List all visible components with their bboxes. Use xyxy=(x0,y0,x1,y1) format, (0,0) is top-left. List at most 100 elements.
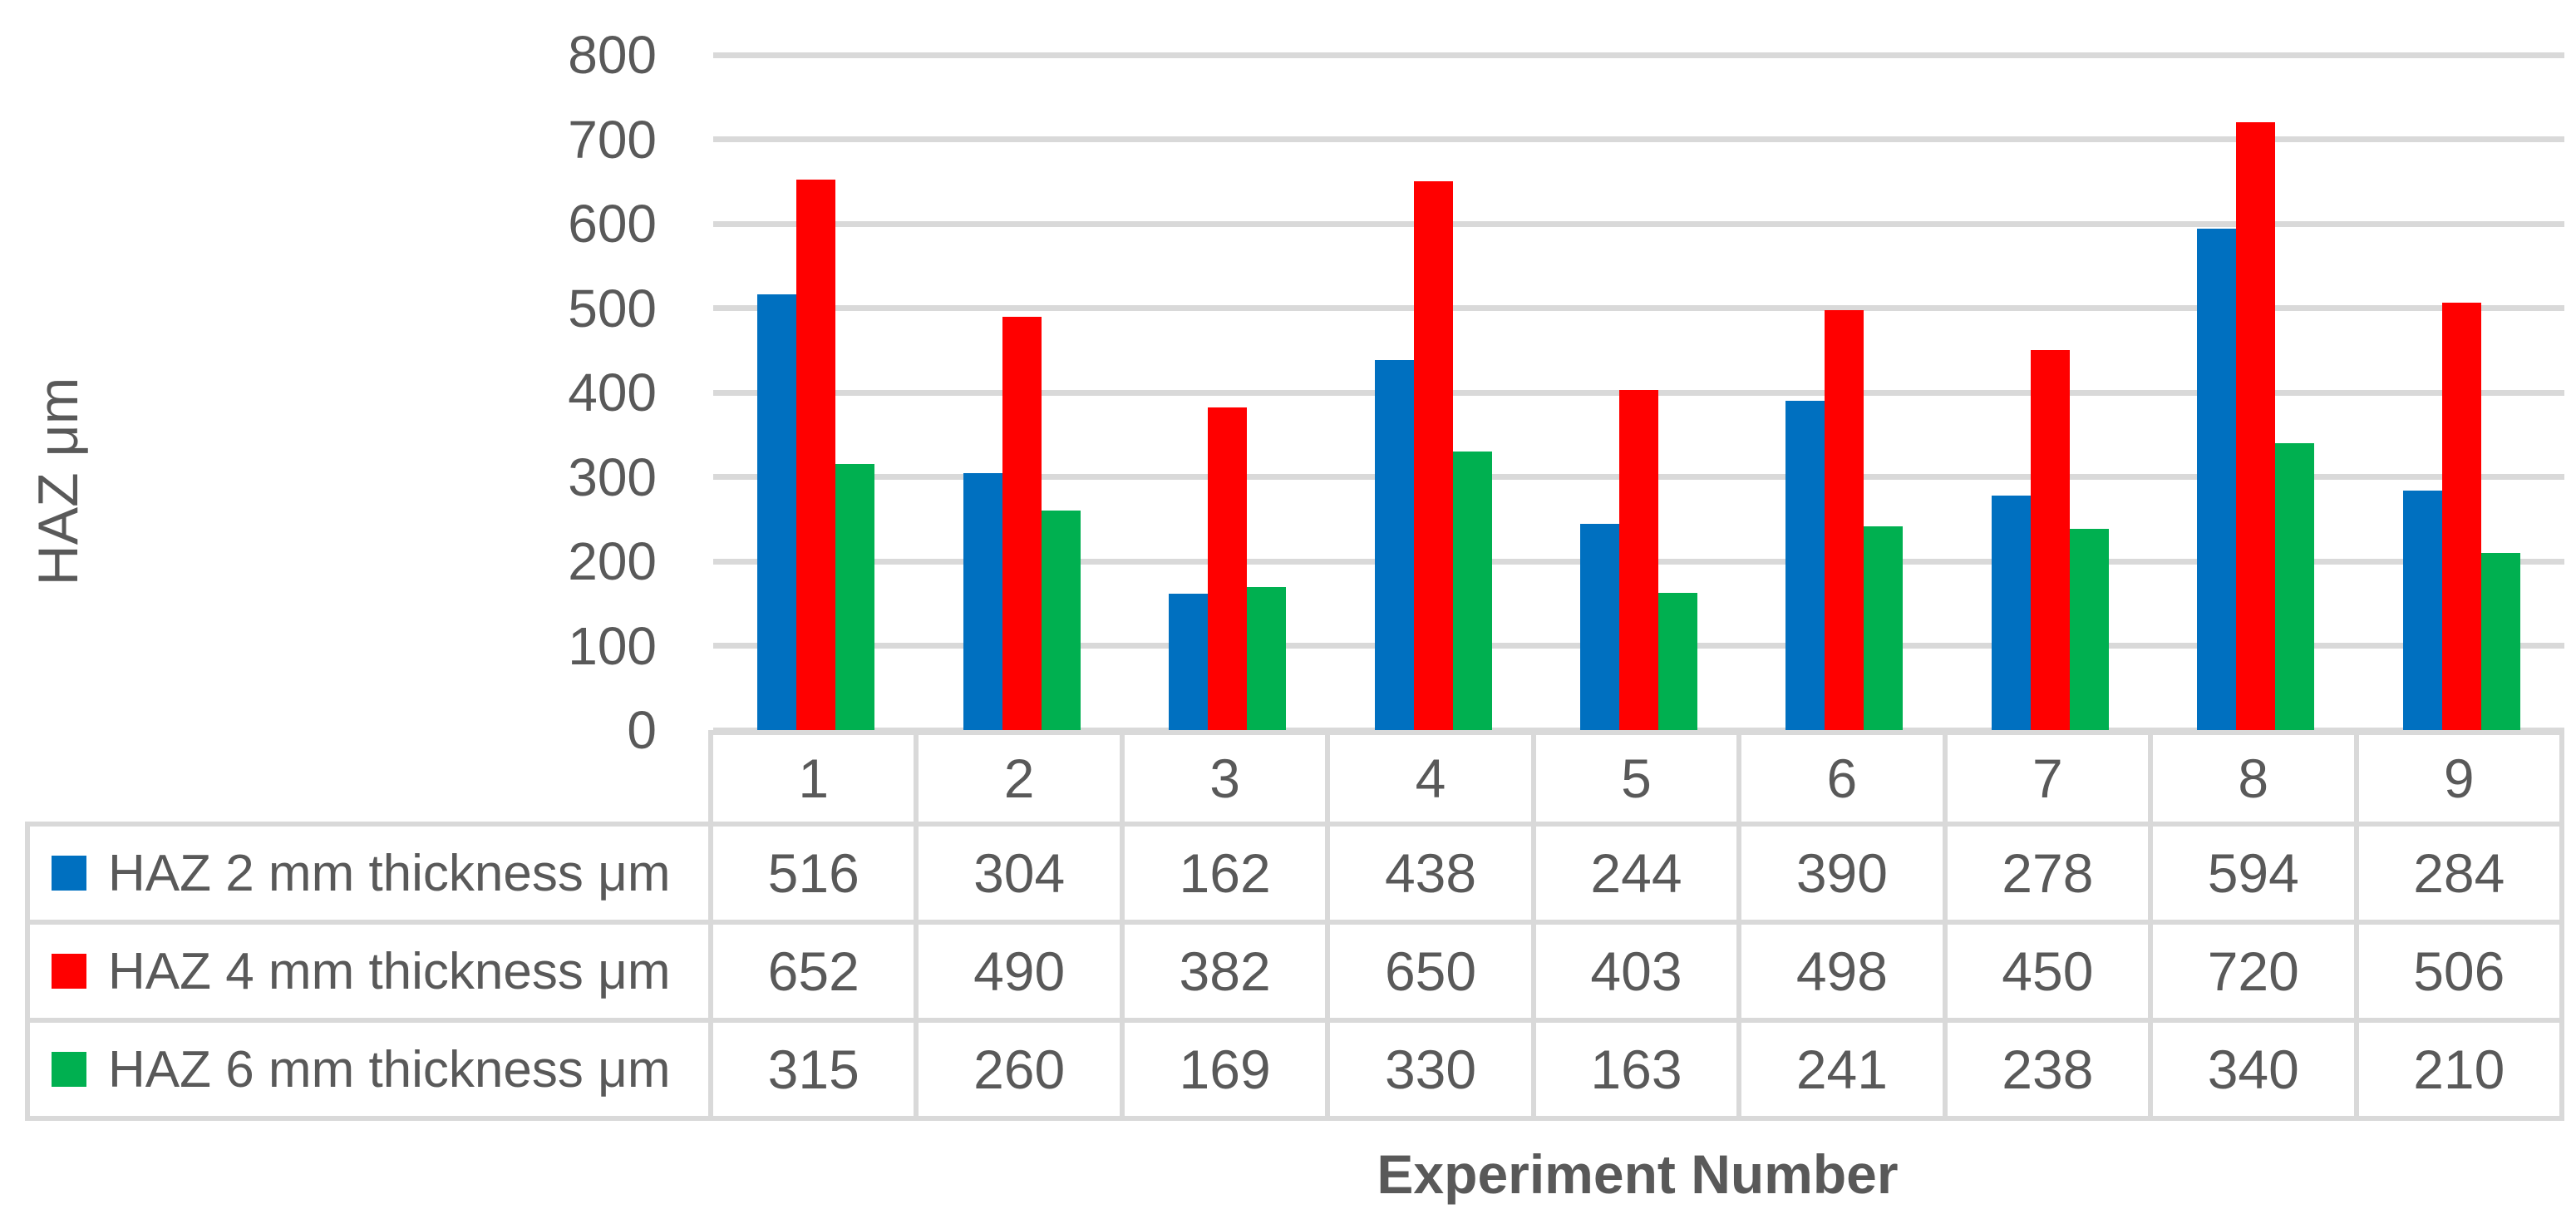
value-cell-s1-exp6: 390 xyxy=(1736,822,1948,925)
category-header-3: 3 xyxy=(1119,730,1331,827)
bar-group-8 xyxy=(2153,55,2358,730)
category-header-9: 9 xyxy=(2353,730,2564,827)
y-tick-label-500: 500 xyxy=(568,278,657,338)
x-axis-title: Experiment Number xyxy=(1377,1143,1899,1205)
legend-swatch-icon xyxy=(52,856,86,891)
bar-haz-6-mm-thickness-μm-exp-7 xyxy=(2069,529,2109,730)
bar-haz-2-mm-thickness-μm-exp-8 xyxy=(2197,229,2237,730)
value-cell-s1-exp7: 278 xyxy=(1942,822,2154,925)
value-cell-s3-exp6: 241 xyxy=(1736,1018,1948,1121)
bar-group-4 xyxy=(1330,55,1535,730)
y-tick-label-800: 800 xyxy=(568,25,657,85)
bar-haz-6-mm-thickness-μm-exp-6 xyxy=(1864,526,1904,730)
bar-haz-6-mm-thickness-μm-exp-9 xyxy=(2480,552,2520,730)
bar-haz-2-mm-thickness-μm-exp-6 xyxy=(1785,401,1825,730)
value-cell-s1-exp9: 284 xyxy=(2353,822,2564,925)
legend-swatch-icon xyxy=(52,954,86,989)
bar-group-3 xyxy=(1125,55,1330,730)
legend-cell-series-2: HAZ 4 mm thickness μm xyxy=(25,920,713,1023)
gridline-600 xyxy=(713,220,2564,227)
category-header-7: 7 xyxy=(1942,730,2154,827)
bar-group-9 xyxy=(2359,55,2564,730)
y-tick-label-100: 100 xyxy=(568,615,657,676)
category-header-1: 1 xyxy=(707,730,919,827)
bar-haz-4-mm-thickness-μm-exp-2 xyxy=(1002,316,1042,730)
value-cell-s3-exp7: 238 xyxy=(1942,1018,2154,1121)
bar-haz-6-mm-thickness-μm-exp-1 xyxy=(835,464,875,730)
value-cell-s3-exp4: 330 xyxy=(1325,1018,1536,1121)
category-header-8: 8 xyxy=(2148,730,2359,827)
value-cell-s3-exp2: 260 xyxy=(914,1018,1125,1121)
legend-label: HAZ 2 mm thickness μm xyxy=(108,844,671,902)
value-cell-s2-exp8: 720 xyxy=(2148,920,2359,1023)
category-header-2: 2 xyxy=(914,730,1125,827)
value-cell-s3-exp5: 163 xyxy=(1530,1018,1742,1121)
bar-haz-2-mm-thickness-μm-exp-3 xyxy=(1169,593,1209,730)
value-cell-s2-exp4: 650 xyxy=(1325,920,1536,1023)
y-tick-label-700: 700 xyxy=(568,109,657,170)
table-row-series-1: HAZ 2 mm thickness μm 516 304 162 438 244 390 2… xyxy=(25,822,2564,925)
bar-haz-2-mm-thickness-μm-exp-5 xyxy=(1579,524,1619,730)
gridline-500 xyxy=(713,305,2564,311)
y-tick-label-300: 300 xyxy=(568,447,657,507)
legend-swatch-icon xyxy=(52,1052,86,1087)
bar-haz-4-mm-thickness-μm-exp-4 xyxy=(1413,181,1453,730)
gridline-700 xyxy=(713,136,2564,142)
legend-label: HAZ 6 mm thickness μm xyxy=(108,1040,671,1098)
bar-group-6 xyxy=(1741,55,1947,730)
value-cell-s2-exp1: 652 xyxy=(707,920,919,1023)
bar-haz-2-mm-thickness-μm-exp-1 xyxy=(757,294,797,730)
value-cell-s2-exp3: 382 xyxy=(1119,920,1331,1023)
bar-group-1 xyxy=(713,55,919,730)
value-cell-s1-exp1: 516 xyxy=(707,822,919,925)
bar-haz-2-mm-thickness-μm-exp-4 xyxy=(1374,360,1414,730)
bar-haz-4-mm-thickness-μm-exp-9 xyxy=(2441,303,2481,730)
value-cell-s2-exp7: 450 xyxy=(1942,920,2154,1023)
gridline-0 xyxy=(713,727,2564,733)
value-cell-s3-exp3: 169 xyxy=(1119,1018,1331,1121)
y-tick-label-400: 400 xyxy=(568,363,657,422)
value-cell-s2-exp6: 498 xyxy=(1736,920,1948,1023)
y-tick-label-0: 0 xyxy=(627,700,657,760)
y-tick-label-200: 200 xyxy=(568,531,657,591)
legend-cell-series-1: HAZ 2 mm thickness μm xyxy=(25,822,713,925)
bar-haz-6-mm-thickness-μm-exp-2 xyxy=(1041,511,1081,730)
bar-haz-6-mm-thickness-μm-exp-4 xyxy=(1452,452,1492,730)
data-table: 1 2 3 4 5 6 7 8 9 HAZ 2 mm thickness μm 516 304 162 4… xyxy=(25,730,2564,1121)
table-row-series-2: HAZ 4 mm thickness μm 652 490 382 650 403 498 4… xyxy=(25,920,2564,1023)
value-cell-s3-exp9: 210 xyxy=(2353,1018,2564,1121)
bar-group-7 xyxy=(1948,55,2153,730)
value-cell-s2-exp5: 403 xyxy=(1530,920,1742,1023)
legend-cell-series-3: HAZ 6 mm thickness μm xyxy=(25,1018,713,1121)
y-tick-label-600: 600 xyxy=(568,194,657,254)
value-cell-s1-exp4: 438 xyxy=(1325,822,1536,925)
y-axis-title: HAZ μm xyxy=(27,377,90,586)
bar-group-2 xyxy=(919,55,1124,730)
gridline-800 xyxy=(713,52,2564,58)
bar-haz-4-mm-thickness-μm-exp-6 xyxy=(1825,309,1864,730)
legend-label: HAZ 4 mm thickness μm xyxy=(108,942,671,1000)
bar-haz-2-mm-thickness-μm-exp-9 xyxy=(2402,490,2442,730)
value-cell-s3-exp1: 315 xyxy=(707,1018,919,1121)
category-header-5: 5 xyxy=(1530,730,1742,827)
bar-haz-4-mm-thickness-μm-exp-8 xyxy=(2236,122,2276,730)
bar-haz-4-mm-thickness-μm-exp-5 xyxy=(1618,389,1658,730)
bar-haz-6-mm-thickness-μm-exp-8 xyxy=(2275,442,2315,730)
value-cell-s1-exp8: 594 xyxy=(2148,822,2359,925)
bar-haz-6-mm-thickness-μm-exp-5 xyxy=(1657,592,1697,730)
bar-haz-4-mm-thickness-μm-exp-3 xyxy=(1208,407,1248,730)
category-header-4: 4 xyxy=(1325,730,1536,827)
plot-area xyxy=(713,52,2564,733)
bar-group-5 xyxy=(1536,55,1741,730)
table-corner-blank xyxy=(27,733,711,824)
value-cell-s1-exp3: 162 xyxy=(1119,822,1331,925)
bars-layer xyxy=(713,55,2564,730)
value-cell-s1-exp2: 304 xyxy=(914,822,1125,925)
value-cell-s2-exp9: 506 xyxy=(2353,920,2564,1023)
bar-haz-4-mm-thickness-μm-exp-7 xyxy=(2030,350,2070,730)
value-cell-s3-exp8: 340 xyxy=(2148,1018,2359,1121)
value-cell-s2-exp2: 490 xyxy=(914,920,1125,1023)
table-row-series-3: HAZ 6 mm thickness μm 315 260 169 330 163 241 2… xyxy=(25,1018,2564,1121)
